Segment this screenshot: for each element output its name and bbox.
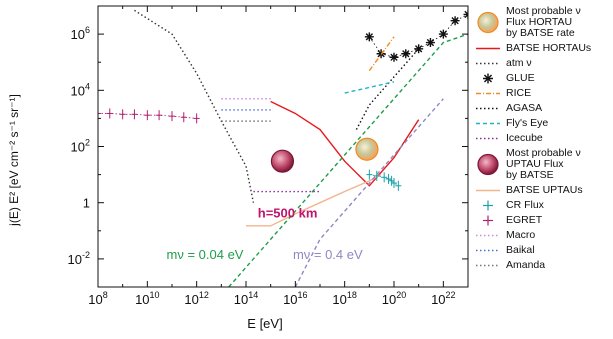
legend-item-label: Amanda	[506, 259, 545, 271]
legend-item-label: BATSE UPTAUs	[506, 184, 583, 196]
legend-item-label: EGRET	[506, 214, 543, 226]
plot-frame	[97, 5, 469, 288]
plot-frame-rect	[97, 5, 469, 288]
x-tick-label: 1018	[332, 290, 356, 307]
legend-item-label: Macro	[506, 229, 535, 241]
x-tick-label: 1010	[135, 290, 159, 307]
legend-item-label: Icecube	[506, 132, 543, 144]
x-tick-label: 1020	[382, 290, 406, 307]
x-tick-label: 1016	[283, 290, 307, 307]
y-tick-label: 102	[71, 138, 90, 155]
axes: 108 1010 1012 1014 1016 1018 1020 1022 10-2 1 102 1…	[68, 5, 469, 307]
series-batse-hortaus	[270, 100, 420, 187]
x-tick-label: 1022	[431, 290, 455, 307]
series-egret	[98, 113, 197, 119]
annotation: h=500 km	[258, 205, 318, 220]
legend-item-label: GLUE	[506, 72, 535, 84]
uptau-sphere-marker	[270, 149, 295, 173]
legend-sphere-icon	[477, 11, 499, 34]
point-glue	[401, 49, 411, 59]
x-axis-label: E [eV]	[247, 316, 282, 331]
y-tick-label: 106	[71, 25, 90, 42]
legend-item-label: CR Flux	[506, 199, 545, 211]
series-glue	[369, 14, 468, 58]
legend-star-icon	[483, 73, 493, 84]
y-tick-label: 104	[71, 81, 90, 98]
point-glue	[389, 52, 399, 62]
legend-item-label: atm ν	[506, 57, 532, 69]
x-tick-label: 108	[88, 290, 107, 307]
annotation: mν = 0.04 eV	[167, 247, 244, 262]
series-batse-uptaus	[246, 173, 382, 227]
series-atm	[134, 9, 255, 203]
series-agasa	[355, 48, 420, 130]
y-axis-label: j(E) E² [eV cm⁻² s⁻¹ sr⁻¹]	[7, 94, 21, 227]
hortau-sphere-marker	[355, 137, 379, 161]
x-tick-label: 1014	[234, 290, 258, 307]
x-tick-label: 1012	[184, 290, 208, 307]
series-fly-s-eye	[344, 81, 395, 94]
point-glue	[364, 32, 374, 42]
legend-item-label: RICE	[506, 87, 531, 99]
series-layer	[98, 9, 468, 287]
legend-item-label: Baikal	[506, 244, 535, 256]
legend-item-label: Most probable ν UPTAU Flux by BATSE	[506, 147, 581, 181]
series-m-0-4-ev	[294, 98, 444, 287]
annotation: mν = 0.4 eV	[293, 247, 363, 262]
y-tick-label: 1	[83, 196, 90, 211]
legend-item-label: BATSE HORTAUs	[506, 42, 591, 54]
series-rice	[368, 36, 395, 72]
y-tick-label: 10-2	[68, 250, 90, 267]
legend-item-label: Most probable ν Flux HORTAU by BATSE rate	[506, 5, 581, 39]
annotations: h=500 km mν = 0.04 eV mν = 0.4 eV	[167, 205, 363, 262]
series-cr-flux	[369, 174, 399, 187]
legend-sphere-icon	[477, 153, 499, 176]
legend-item-label: AGASA	[506, 102, 542, 114]
legend-item-label: Fly's Eye	[506, 117, 548, 129]
legend: Most probable ν Flux HORTAU by BATSE rate B…	[476, 5, 591, 271]
point-glue	[450, 16, 460, 26]
